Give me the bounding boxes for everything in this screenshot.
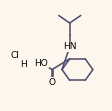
Text: Cl: Cl	[10, 51, 19, 60]
Text: H: H	[20, 60, 27, 69]
Text: HO: HO	[34, 59, 47, 68]
Text: HN: HN	[62, 42, 76, 51]
Text: O: O	[48, 78, 55, 87]
